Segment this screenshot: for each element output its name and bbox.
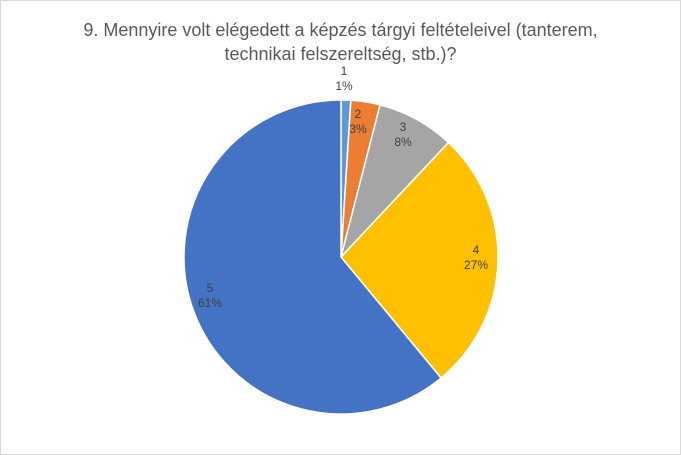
pie-slice-4 xyxy=(340,141,499,379)
slice-label-1: 1 xyxy=(341,64,348,78)
slice-percent-5: 61% xyxy=(198,296,222,310)
pie-slice-5 xyxy=(183,99,442,415)
chart-title: 9. Mennyire volt elégedett a képzés tárg… xyxy=(1,18,680,66)
chart-title-line-1: 9. Mennyire volt elégedett a képzés tárg… xyxy=(83,20,598,40)
slice-percent-4: 27% xyxy=(464,258,488,272)
chart-title-line-2: technikai felszereltség, stb.)? xyxy=(224,44,457,64)
slice-percent-1: 1% xyxy=(335,79,353,93)
slice-label-5: 5 xyxy=(207,281,214,295)
slice-label-3: 3 xyxy=(400,120,407,134)
slice-percent-2: 3% xyxy=(349,122,367,136)
slice-percent-3: 8% xyxy=(394,135,412,149)
slice-label-2: 2 xyxy=(355,107,362,121)
slice-label-4: 4 xyxy=(473,243,480,257)
